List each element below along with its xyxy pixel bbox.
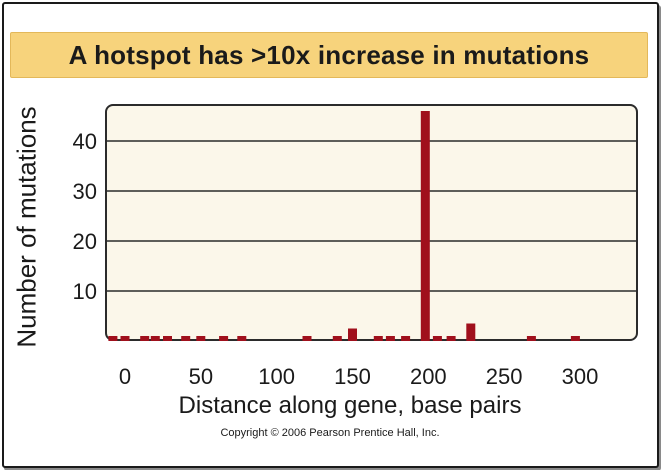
bar-7 <box>219 336 229 341</box>
bar-19 <box>526 336 536 341</box>
bar-8 <box>237 336 247 341</box>
y-tick-labels: 10 20 30 40 <box>73 129 97 304</box>
x-axis-label: Distance along gene, base pairs <box>178 392 522 419</box>
bar-20 <box>570 336 580 341</box>
x-tick-label-300: 300 <box>562 364 599 389</box>
bar-1 <box>120 336 130 341</box>
bar-3 <box>150 336 160 341</box>
x-tick-label-250: 250 <box>486 364 523 389</box>
bar-10 <box>332 336 342 341</box>
y-tick-label-30: 30 <box>73 179 97 204</box>
bar-2 <box>140 336 150 341</box>
x-tick-label-150: 150 <box>334 364 371 389</box>
bar-15 <box>420 111 430 341</box>
bars <box>108 111 580 341</box>
x-tick-label-50: 50 <box>189 364 213 389</box>
bar-12 <box>373 336 383 341</box>
bar-4 <box>163 336 172 341</box>
bar-17 <box>446 336 456 341</box>
bar-0 <box>108 336 118 341</box>
x-tick-label-0: 0 <box>119 364 131 389</box>
bar-16 <box>432 336 442 341</box>
y-tick-label-20: 20 <box>73 229 97 254</box>
bar-13 <box>385 336 395 341</box>
bar-5 <box>181 336 191 341</box>
bar-6 <box>196 336 206 341</box>
y-tick-label-10: 10 <box>73 279 97 304</box>
x-tick-labels: 0 50 100 150 200 250 300 <box>119 364 598 389</box>
copyright-notice: Copyright © 2006 Pearson Prentice Hall, … <box>220 427 440 439</box>
bar-14 <box>401 336 411 341</box>
bar-18 <box>466 323 476 341</box>
gridlines <box>105 140 638 292</box>
bar-11 <box>348 328 357 341</box>
plot-area <box>105 104 638 341</box>
bar-9 <box>302 336 312 341</box>
y-tick-label-40: 40 <box>73 129 97 154</box>
x-tick-label-200: 200 <box>410 364 447 389</box>
x-tick-label-100: 100 <box>258 364 295 389</box>
y-axis-label: Number of mutations <box>11 106 42 348</box>
chart-title: A hotspot has >10x increase in mutations <box>10 32 648 78</box>
